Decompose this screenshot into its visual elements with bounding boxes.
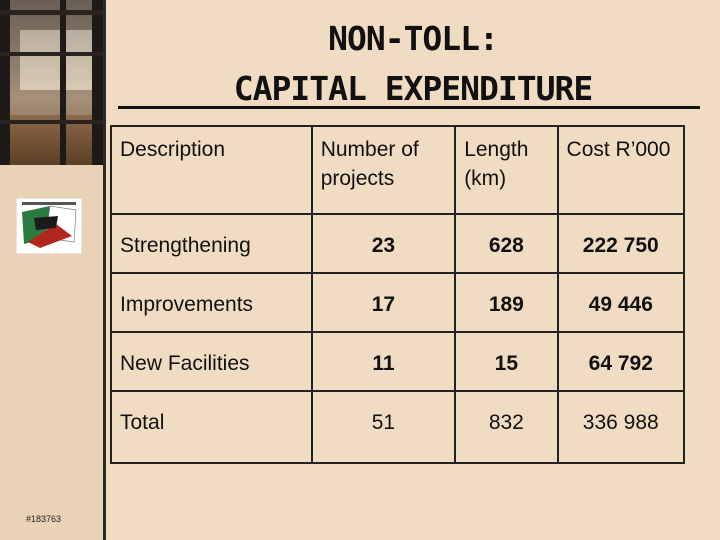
capital-expenditure-table: Description Number of projects Length (k…: [110, 125, 686, 464]
header-projects: Number of projects: [310, 125, 457, 215]
row-cost: 64 792: [556, 331, 686, 392]
header-description: Description: [110, 125, 313, 215]
title-divider: [118, 106, 700, 109]
row-projects: 23: [310, 213, 457, 274]
title-line-1: NON-TOLL:: [328, 19, 499, 58]
row-projects: 11: [310, 331, 457, 392]
table-row: New Facilities 11 15 64 792: [110, 331, 686, 392]
table-header-row: Description Number of projects Length (k…: [110, 125, 686, 215]
title-line-2: CAPITAL EXPENDITURE: [233, 69, 594, 108]
table-row: Improvements 17 189 49 446: [110, 272, 686, 333]
row-length: 189: [454, 272, 559, 333]
total-description: Total: [110, 390, 313, 464]
table-total-row: Total 51 832 336 988: [110, 390, 686, 464]
total-projects: 51: [310, 390, 457, 464]
row-description: New Facilities: [110, 331, 313, 392]
header-cost: Cost R’000: [556, 125, 686, 215]
organization-logo-icon: [16, 198, 82, 254]
row-length: 628: [454, 213, 559, 274]
row-projects: 17: [310, 272, 457, 333]
row-cost: 49 446: [556, 272, 686, 333]
row-description: Strengthening: [110, 213, 313, 274]
total-cost: 336 988: [556, 390, 686, 464]
header-photo: [0, 0, 103, 165]
page-title: NON-TOLL: CAPITAL EXPENDITURE: [106, 14, 720, 114]
row-description: Improvements: [110, 272, 313, 333]
slide-code: #183763: [26, 514, 62, 524]
header-length: Length (km): [454, 125, 559, 215]
left-decorative-band: #183763: [0, 0, 106, 540]
row-length: 15: [454, 331, 559, 392]
table-row: Strengthening 23 628 222 750: [110, 213, 686, 274]
total-length: 832: [454, 390, 559, 464]
row-cost: 222 750: [556, 213, 686, 274]
